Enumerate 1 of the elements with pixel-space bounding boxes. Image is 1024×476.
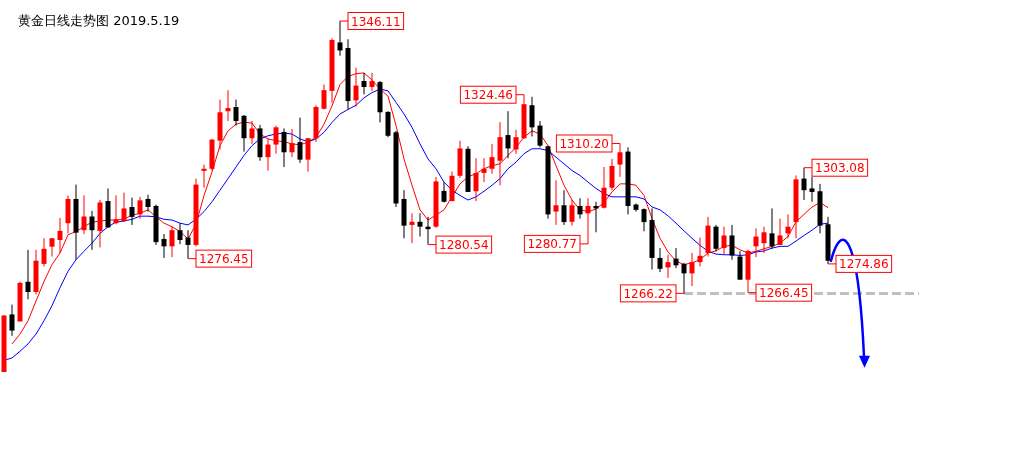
chart-title: 黄金日线走势图 2019.5.19 bbox=[18, 13, 180, 28]
